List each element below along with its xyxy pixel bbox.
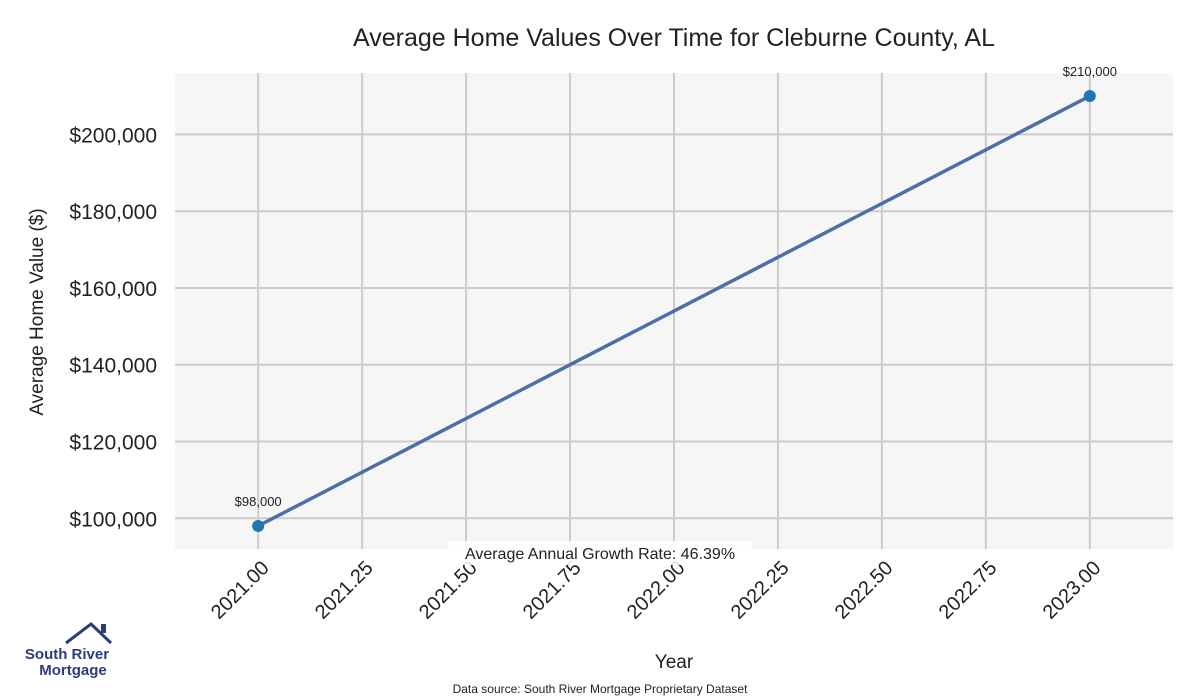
- series-line: [256, 94, 1092, 528]
- series-layer: [252, 90, 1096, 532]
- x-tick-label: 2021.75: [519, 557, 586, 624]
- x-axis-label: Year: [655, 652, 694, 673]
- x-tick-label: 2021.00: [207, 557, 274, 624]
- growth-rate-annotation: Average Annual Growth Rate: 46.39%: [465, 546, 735, 563]
- house-roof-icon: [65, 622, 113, 645]
- x-tick-label: 2022.75: [935, 557, 1002, 624]
- x-axis-ticks: 2021.00 2021.25 2021.50 2021.75 2022.00 2022.…: [207, 557, 1105, 624]
- x-tick-label: 2022.50: [831, 557, 898, 624]
- data-point: [1083, 90, 1096, 103]
- chart-title: Average Home Values Over Time for Clebur…: [353, 24, 995, 52]
- data-point-label: $210,000: [1063, 64, 1117, 79]
- y-tick-label: $200,000: [69, 124, 157, 147]
- x-tick-label: 2023.00: [1039, 557, 1106, 624]
- y-tick-label: $120,000: [69, 432, 157, 455]
- x-tick-label: 2021.25: [311, 557, 378, 624]
- y-axis-ticks: $100,000 $120,000 $140,000 $160,000 $180,000…: [69, 124, 157, 531]
- annotation-box: [448, 541, 752, 565]
- y-tick-label: $160,000: [69, 278, 157, 301]
- logo-text-line1: South River: [25, 646, 109, 663]
- y-tick-label: $180,000: [69, 201, 157, 224]
- y-tick-label: $100,000: [69, 508, 157, 531]
- x-tick-label: 2022.00: [623, 557, 690, 624]
- data-source-note: Data source: South River Mortgage Propri…: [453, 682, 748, 696]
- data-point-label: $98,000: [235, 494, 282, 509]
- logo-text-line2: Mortgage: [39, 662, 107, 679]
- gridlines: [175, 73, 1173, 549]
- company-logo: South River Mortgage: [25, 622, 113, 679]
- data-labels: $98,000 $210,000: [235, 64, 1117, 509]
- data-point: [252, 519, 265, 532]
- y-axis-label: Average Home Value ($): [27, 208, 48, 415]
- x-tick-label: 2022.25: [727, 557, 794, 624]
- x-tick-label: 2021.50: [415, 557, 482, 624]
- y-tick-label: $140,000: [69, 355, 157, 378]
